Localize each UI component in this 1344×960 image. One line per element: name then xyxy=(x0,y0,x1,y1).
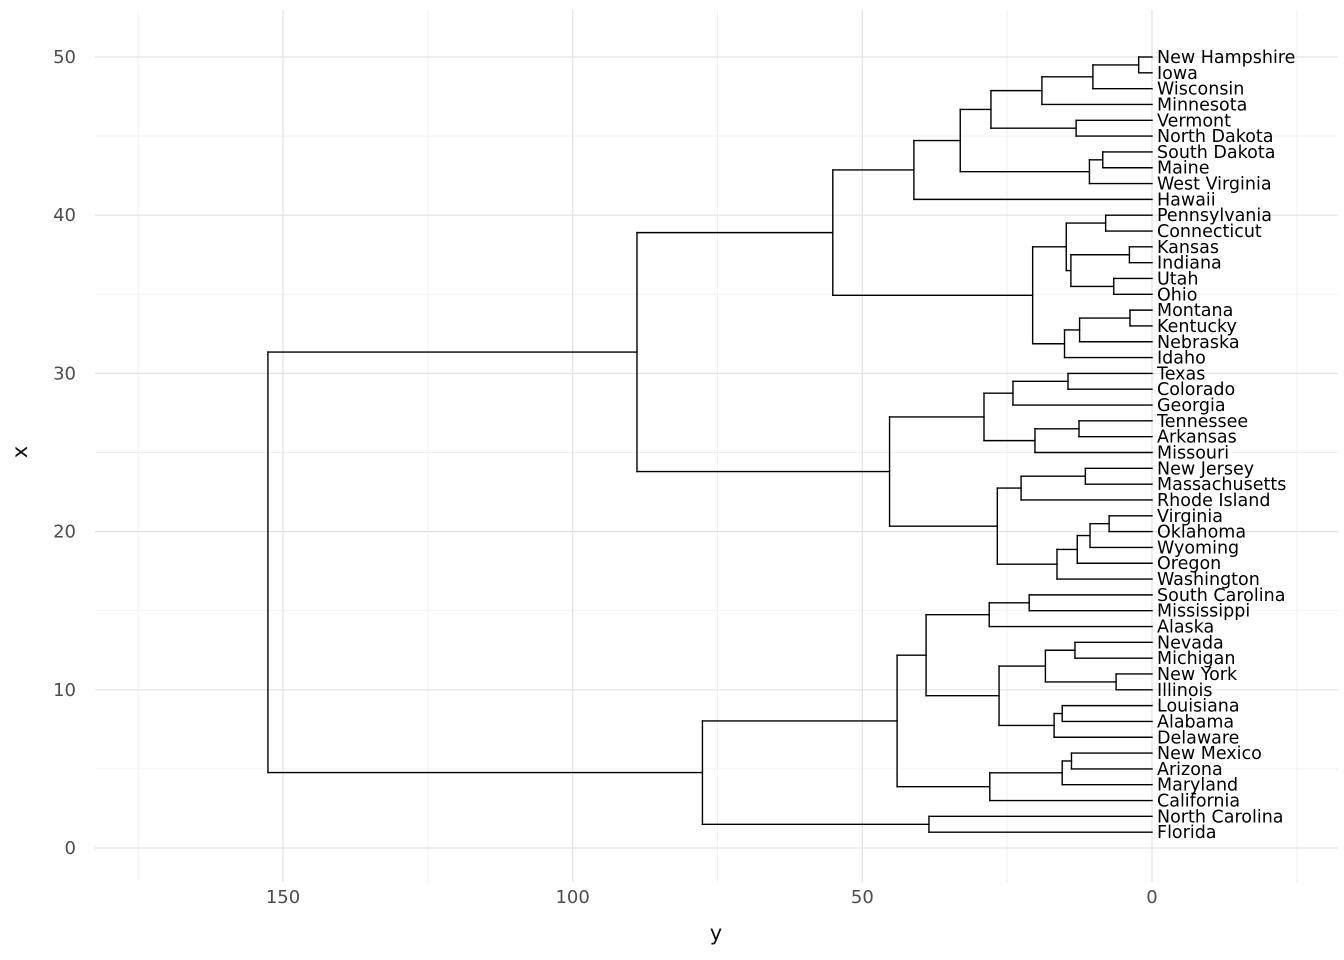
leaf-label: Alaska xyxy=(1157,618,1214,638)
leaf-label: Iowa xyxy=(1157,64,1198,84)
y-axis-title: x xyxy=(8,445,33,459)
leaf-label: South Dakota xyxy=(1157,143,1275,163)
leaf-label: Colorado xyxy=(1157,380,1235,400)
x-tick-label: 50 xyxy=(851,887,874,908)
leaf-label: Illinois xyxy=(1157,681,1213,701)
leaf-label: Missouri xyxy=(1157,444,1229,464)
leaf-label: California xyxy=(1157,792,1240,812)
leaf-label: Virginia xyxy=(1157,507,1223,527)
leaf-label: Nebraska xyxy=(1157,333,1240,353)
leaf-label: West Virginia xyxy=(1157,175,1272,195)
leaf-label: Vermont xyxy=(1157,111,1231,131)
leaf-label: Hawaii xyxy=(1157,190,1216,210)
leaf-label: Texas xyxy=(1156,364,1205,384)
leaf-label: Idaho xyxy=(1157,349,1206,369)
leaf-label: Oregon xyxy=(1157,554,1221,574)
leaf-label: Connecticut xyxy=(1157,222,1262,242)
dendrogram-segments xyxy=(267,56,1153,833)
leaf-labels: New HampshireIowaWisconsinMinnesotaVermo… xyxy=(1156,48,1295,843)
leaf-label: Wyoming xyxy=(1157,538,1239,558)
leaf-label: Utah xyxy=(1157,269,1199,289)
leaf-label: Mississippi xyxy=(1157,602,1250,622)
x-tick-label: 0 xyxy=(1146,887,1157,908)
leaf-label: Pennsylvania xyxy=(1157,206,1272,226)
leaf-label: North Carolina xyxy=(1157,807,1284,827)
leaf-label: Kansas xyxy=(1157,238,1219,258)
y-tick-label: 0 xyxy=(65,838,76,859)
leaf-label: Washington xyxy=(1157,570,1260,590)
leaf-label: New York xyxy=(1157,665,1238,685)
leaf-label: Georgia xyxy=(1157,396,1226,416)
leaf-label: Oklahoma xyxy=(1157,523,1246,543)
leaf-label: Louisiana xyxy=(1157,697,1240,717)
leaf-label: Kentucky xyxy=(1157,317,1237,337)
y-tick-label: 50 xyxy=(53,47,76,68)
leaf-label: Arizona xyxy=(1157,760,1223,780)
grid-major-lines xyxy=(95,10,1338,882)
leaf-label: Michigan xyxy=(1157,649,1235,669)
leaf-label: South Carolina xyxy=(1157,586,1285,606)
leaf-label: Indiana xyxy=(1157,254,1222,274)
leaf-label: Delaware xyxy=(1157,728,1239,748)
leaf-label: Arkansas xyxy=(1157,428,1237,448)
y-tick-label: 10 xyxy=(53,680,76,701)
leaf-label: Alabama xyxy=(1157,712,1234,732)
leaf-label: Tennessee xyxy=(1156,412,1248,432)
leaf-label: New Mexico xyxy=(1157,744,1262,764)
leaf-label: Ohio xyxy=(1157,285,1197,305)
leaf-label: New Hampshire xyxy=(1157,48,1295,68)
leaf-label: Nevada xyxy=(1157,633,1224,653)
leaf-label: New Jersey xyxy=(1157,459,1254,479)
leaf-label: Massachusetts xyxy=(1157,475,1286,495)
x-tick-label: 100 xyxy=(555,887,589,908)
leaf-label: Montana xyxy=(1157,301,1233,321)
x-axis-title: y xyxy=(709,921,723,945)
y-tick-label: 30 xyxy=(53,363,76,384)
leaf-label: Rhode Island xyxy=(1157,491,1270,511)
leaf-label: Wisconsin xyxy=(1157,80,1244,100)
leaf-label: Minnesota xyxy=(1157,95,1247,115)
leaf-label: Florida xyxy=(1157,823,1217,843)
axis-tick-labels: 150 100 50 0 0 10 20 30 40 50 xyxy=(53,47,1158,908)
y-tick-label: 40 xyxy=(53,205,76,226)
leaf-label: Maine xyxy=(1157,159,1210,179)
leaf-label: North Dakota xyxy=(1157,127,1274,147)
leaf-label: Maryland xyxy=(1157,776,1238,796)
y-tick-label: 20 xyxy=(53,522,76,543)
x-tick-label: 150 xyxy=(266,887,300,908)
